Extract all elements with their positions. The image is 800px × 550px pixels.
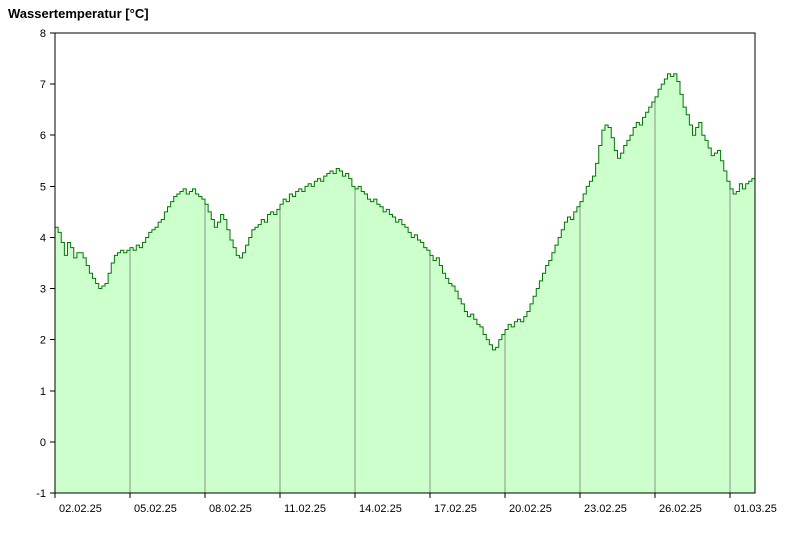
y-axis-label: 1	[40, 386, 46, 398]
x-axis-date-label: 26.02.25	[659, 503, 702, 515]
x-axis-date-label: 11.02.25	[284, 503, 326, 515]
y-axis-label: -1	[36, 488, 46, 500]
x-axis-date-label: 14.02.25	[359, 503, 402, 515]
x-axis-date-label: 17.02.25	[434, 503, 477, 515]
plot-frame	[54, 32, 756, 494]
chart-title: Wassertemperatur [°C]	[8, 6, 149, 21]
x-axis-date-label: 23.02.25	[584, 503, 627, 515]
y-axis-label: 8	[40, 28, 46, 40]
y-axis-label: 5	[40, 181, 46, 193]
temperature-line	[55, 73, 756, 351]
y-axis-label: 3	[40, 284, 46, 296]
y-axis-label: 7	[40, 79, 46, 91]
x-axis-date-label: 02.02.25	[59, 503, 102, 515]
y-axis-label: 6	[40, 130, 46, 142]
temperature-area	[55, 73, 755, 493]
x-axis-date-label: 01.03.25	[734, 503, 777, 515]
x-axis-date-label: 20.02.25	[509, 503, 552, 515]
x-axis-date-label: 05.02.25	[134, 503, 177, 515]
y-axis-label: 2	[40, 335, 46, 347]
x-axis-date-label: 08.02.25	[209, 503, 252, 515]
y-axis-label: 4	[40, 232, 46, 244]
y-axis-label: 0	[40, 437, 46, 449]
